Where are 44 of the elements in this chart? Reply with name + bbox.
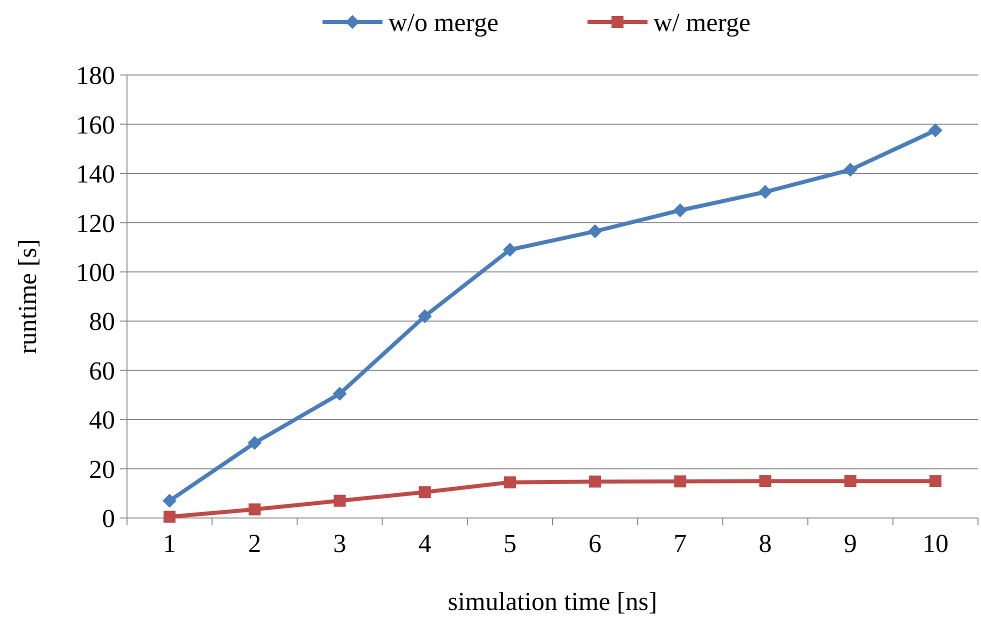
point — [843, 162, 858, 177]
point — [759, 475, 772, 488]
point — [589, 476, 602, 488]
point — [334, 494, 346, 507]
x-tick-label: 7 — [674, 529, 687, 558]
point — [162, 494, 177, 508]
x-tick-label: 3 — [333, 529, 346, 558]
point — [844, 475, 856, 488]
point — [164, 510, 176, 523]
point — [418, 309, 432, 324]
x-tick-label: 9 — [844, 529, 857, 558]
y-tick-label: 20 — [89, 454, 115, 484]
point — [248, 436, 262, 450]
x-tick-label: 5 — [503, 529, 516, 558]
point — [929, 475, 942, 488]
x-tick-label: 8 — [758, 529, 772, 558]
y-tick-label: 180 — [76, 61, 115, 90]
y-tick-label: 0 — [102, 504, 115, 534]
y-tick-label: 160 — [76, 110, 115, 140]
point — [418, 486, 431, 498]
y-tick-label: 40 — [89, 406, 115, 435]
x-tick-label: 10 — [922, 529, 948, 558]
legend-label: w/ merge — [654, 8, 750, 38]
point — [588, 224, 602, 238]
x-tick-label: 6 — [588, 529, 602, 558]
y-tick-label: 80 — [89, 307, 115, 336]
x-tick-label: 1 — [163, 529, 176, 558]
point — [928, 123, 942, 138]
point — [673, 203, 688, 218]
point — [248, 503, 261, 516]
y-tick-label: 140 — [76, 160, 115, 189]
x-axis-title: simulation time [ns] — [448, 587, 658, 616]
legend-label: w/o merge — [388, 8, 498, 38]
y-axis-title: runtime [s] — [13, 239, 42, 354]
x-tick-label: 2 — [248, 529, 262, 558]
point — [674, 475, 686, 488]
point — [504, 476, 516, 488]
y-tick-label: 60 — [89, 356, 115, 386]
y-tick-label: 120 — [76, 208, 115, 238]
point — [758, 184, 772, 199]
point — [502, 242, 517, 257]
x-tick-label: 4 — [418, 529, 432, 558]
y-tick-label: 100 — [76, 258, 115, 287]
point — [332, 386, 347, 401]
